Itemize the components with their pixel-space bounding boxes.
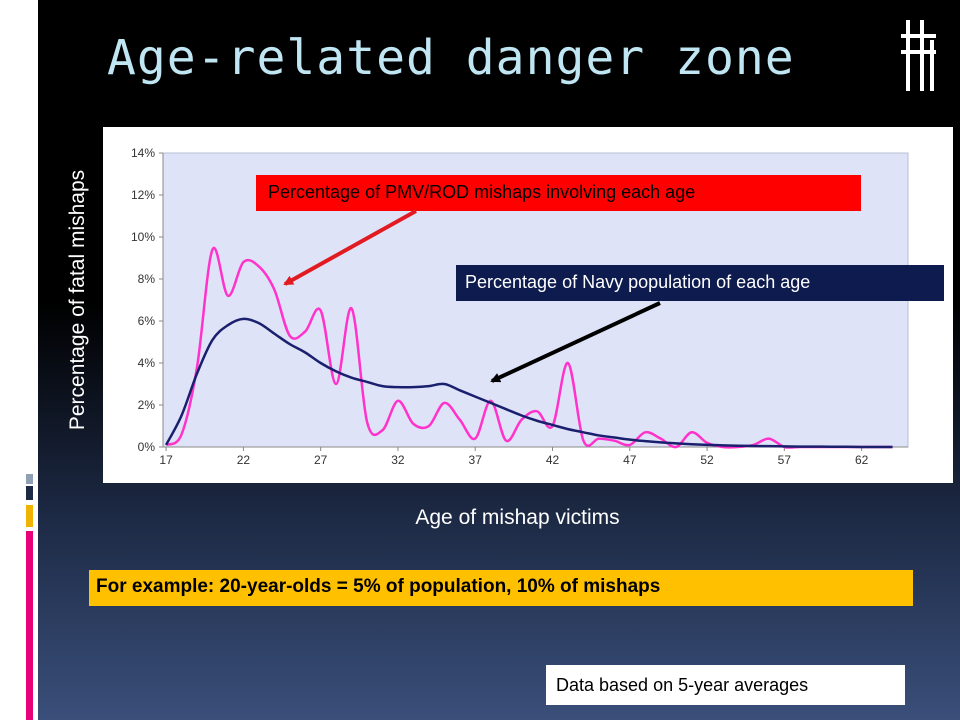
mishaps-series-line	[165, 246, 893, 449]
y-tick-label: 0%	[138, 440, 156, 454]
x-tick-label: 57	[778, 453, 792, 467]
window-decoration-icon	[901, 20, 936, 91]
x-axis-label: Age of mishap victims	[415, 506, 620, 529]
y-tick-label: 6%	[138, 314, 156, 328]
y-tick-label: 2%	[138, 398, 156, 412]
accent-block-navy	[26, 486, 33, 500]
accent-block-gray	[26, 474, 33, 484]
arrow-to-mishaps-line	[283, 209, 417, 286]
y-tick-label: 10%	[131, 230, 155, 244]
accent-block-gold	[26, 505, 33, 527]
x-tick-label: 62	[855, 453, 869, 467]
x-tick-label: 42	[546, 453, 560, 467]
callout-population: Percentage of Navy population of each ag…	[456, 265, 944, 301]
data-note: Data based on 5-year averages	[546, 665, 905, 705]
x-tick-label: 27	[314, 453, 328, 467]
y-tick-label: 4%	[138, 356, 156, 370]
x-tick-label: 37	[469, 453, 483, 467]
y-tick-label: 14%	[131, 146, 155, 160]
x-tick-label: 47	[623, 453, 637, 467]
y-tick-label: 12%	[131, 188, 155, 202]
y-tick-label: 8%	[138, 272, 156, 286]
accent-block-pink	[26, 531, 33, 720]
arrow-to-population-line	[490, 301, 661, 383]
slide-title: Age-related danger zone	[107, 30, 795, 86]
x-tick-label: 52	[700, 453, 714, 467]
x-tick-label: 22	[237, 453, 251, 467]
callout-mishaps: Percentage of PMV/ROD mishaps involving …	[256, 175, 861, 211]
x-tick-label: 32	[391, 453, 405, 467]
x-tick-label: 17	[159, 453, 173, 467]
population-series-line	[164, 317, 893, 449]
example-box: For example: 20-year-olds = 5% of popula…	[89, 570, 913, 606]
